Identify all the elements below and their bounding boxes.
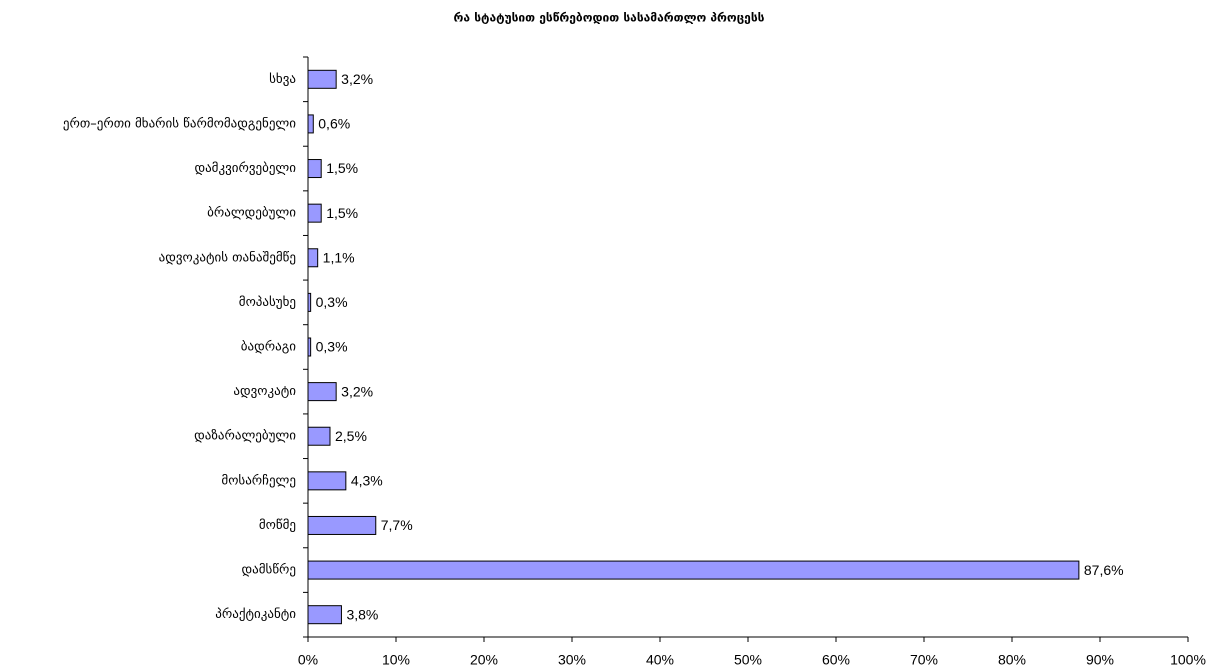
x-tick-label: 60% bbox=[822, 652, 850, 668]
y-tick-label: დაზარალებული bbox=[194, 429, 296, 444]
bar bbox=[307, 159, 322, 179]
data-label: 1,5% bbox=[326, 160, 358, 176]
x-tick-label: 90% bbox=[1086, 652, 1114, 668]
bar bbox=[307, 114, 314, 134]
y-tick-label: ბადრაგი bbox=[241, 340, 296, 355]
bar bbox=[307, 515, 377, 535]
x-tick-label: 30% bbox=[558, 652, 586, 668]
bar bbox=[307, 560, 1080, 580]
x-tick-label: 50% bbox=[734, 652, 762, 668]
data-label: 7,7% bbox=[381, 517, 413, 533]
y-tick-label: პრაქტიკანტი bbox=[215, 607, 296, 622]
bar bbox=[307, 337, 312, 357]
y-tick-label: დამსწრე bbox=[242, 563, 297, 578]
data-label: 1,5% bbox=[326, 205, 358, 221]
x-tick-label: 10% bbox=[382, 652, 410, 668]
data-label: 3,2% bbox=[341, 71, 373, 87]
x-tick-label: 40% bbox=[646, 652, 674, 668]
y-tick-label: ადვოკატი bbox=[233, 384, 296, 399]
bar bbox=[307, 471, 347, 491]
x-tick-label: 100% bbox=[1170, 652, 1206, 668]
data-label: 0,6% bbox=[318, 116, 350, 132]
bar bbox=[307, 605, 342, 625]
bar bbox=[307, 203, 322, 223]
bar bbox=[307, 248, 319, 268]
data-label: 4,3% bbox=[351, 473, 383, 489]
bar bbox=[307, 292, 312, 312]
y-tick-label: ერთ–ერთი მხარის წარმომადგენელი bbox=[63, 116, 296, 131]
x-tick-label: 0% bbox=[298, 652, 318, 668]
x-tick-label: 70% bbox=[910, 652, 938, 668]
data-label: 3,8% bbox=[346, 606, 378, 622]
y-tick-label: მოპასუხე bbox=[239, 295, 296, 310]
data-label: 0,3% bbox=[316, 339, 348, 355]
bar bbox=[307, 382, 337, 402]
data-label: 0,3% bbox=[316, 294, 348, 310]
y-tick-label: ადვოკატის თანაშემწე bbox=[159, 250, 296, 265]
y-tick-label: დამკვირვებელი bbox=[194, 161, 296, 176]
y-tick-label: მოსარჩელე bbox=[221, 473, 296, 488]
data-label: 2,5% bbox=[335, 428, 367, 444]
data-label: 87,6% bbox=[1084, 562, 1124, 578]
bar bbox=[307, 69, 337, 89]
data-label: 3,2% bbox=[341, 383, 373, 399]
y-tick-label: სხვა bbox=[269, 72, 296, 87]
y-tick-label: მოწმე bbox=[259, 518, 296, 533]
bar bbox=[307, 426, 331, 446]
x-tick-label: 80% bbox=[998, 652, 1026, 668]
x-tick-label: 20% bbox=[470, 652, 498, 668]
chart-title: რა სტატუსით ესწრებოდით სასამართლო პროცეს… bbox=[454, 11, 765, 25]
y-tick-label: ბრალდებული bbox=[207, 206, 296, 221]
data-label: 1,1% bbox=[323, 249, 355, 265]
